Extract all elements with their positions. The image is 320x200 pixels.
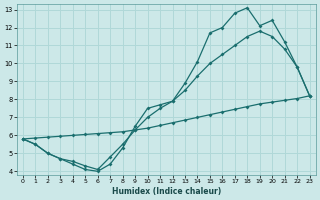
X-axis label: Humidex (Indice chaleur): Humidex (Indice chaleur) — [112, 187, 221, 196]
